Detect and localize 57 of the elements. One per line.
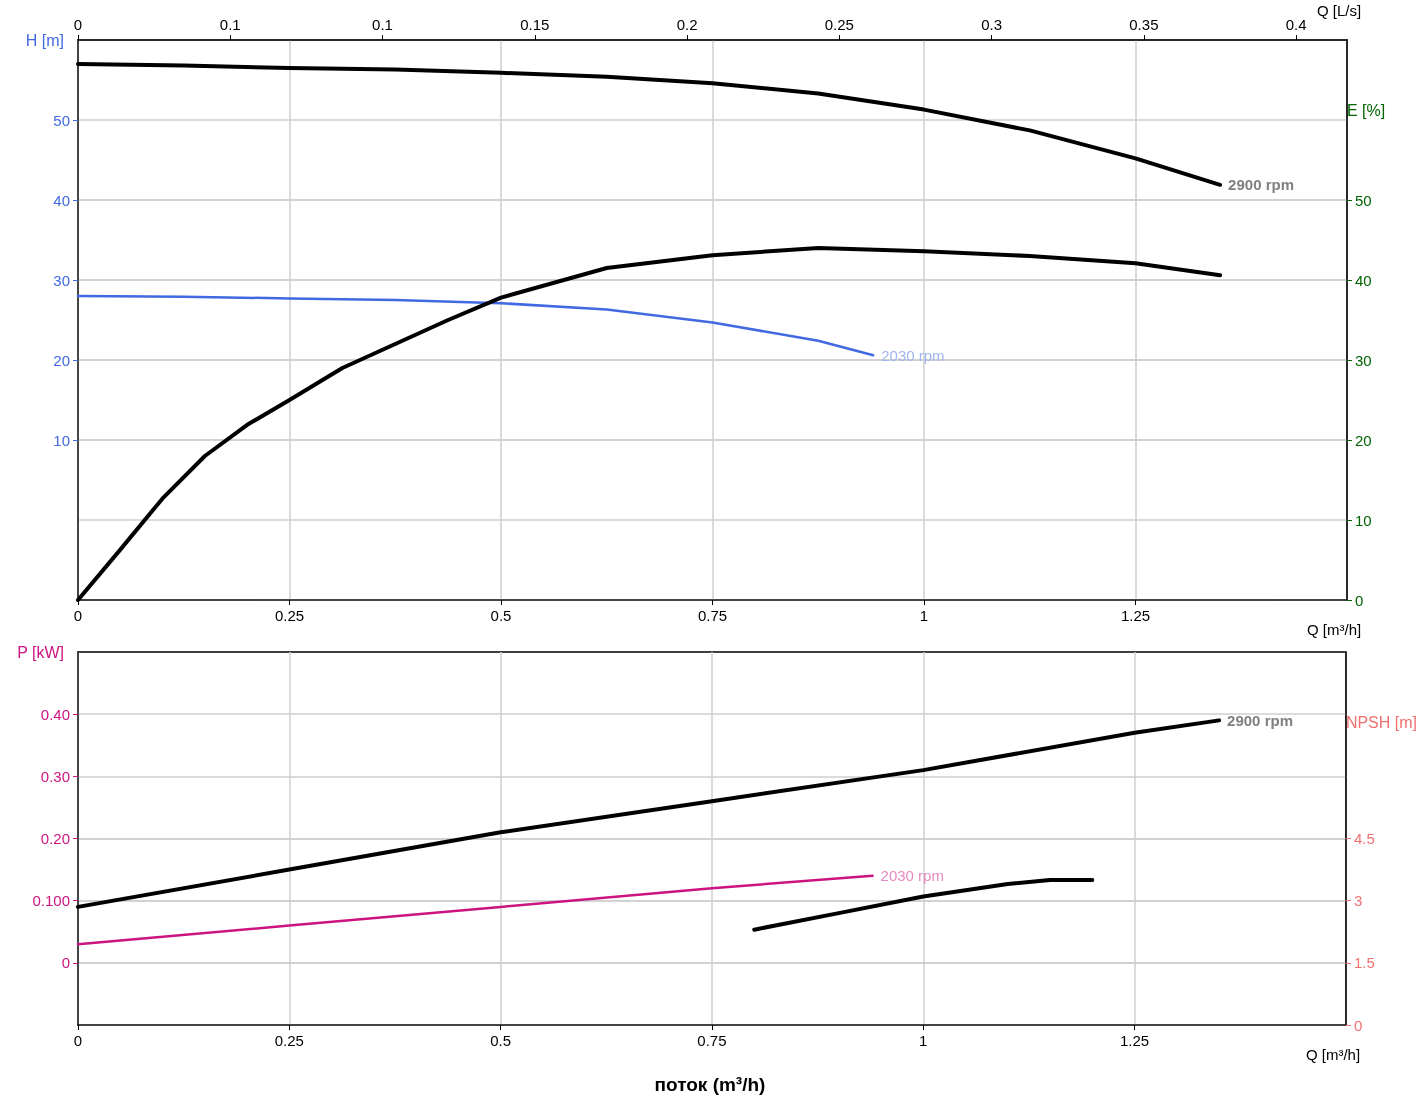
- line-series: [76, 718, 1222, 909]
- line-series: [76, 874, 874, 946]
- x2-tick-label: 0.25: [824, 16, 854, 33]
- x-tick-label: 0.25: [274, 607, 305, 624]
- y-tick-label: 50: [53, 111, 70, 129]
- y2-tick-label: 30: [1355, 351, 1372, 369]
- y-tick-label: 30: [53, 271, 70, 289]
- x-tick-label: 1: [919, 1032, 928, 1049]
- y2-tick-label: 3: [1353, 892, 1363, 910]
- y-tick-label: 20: [53, 351, 70, 369]
- x2-tick-label: 0.2: [676, 16, 698, 33]
- series-label: 2900 rpm: [1227, 711, 1293, 729]
- y2-axis-title: E [%]: [1347, 101, 1386, 119]
- x2-tick-label: 0: [73, 16, 83, 33]
- y2-tick-label: 40: [1355, 271, 1372, 289]
- x-axis-title: Q [m³/h]: [1305, 1046, 1361, 1063]
- y-tick-label: 0.30: [40, 767, 70, 785]
- y-tick-label: 0.20: [40, 830, 70, 847]
- y-tick-label: 0: [61, 954, 70, 972]
- y2-tick-label: 4.5: [1353, 830, 1375, 847]
- x-tick-label: 0.5: [490, 607, 512, 624]
- x-tick-label: 0.75: [697, 607, 728, 624]
- x-tick-label: 0: [73, 607, 83, 624]
- x-tick-label: 1.25: [1119, 1032, 1150, 1049]
- series-label: 2900 rpm: [1228, 176, 1294, 194]
- y2-tick-label: 10: [1355, 511, 1372, 529]
- y2-axis-title: NPSH [m]: [1345, 713, 1418, 731]
- x-tick-label: 0.5: [490, 1032, 512, 1049]
- y-axis-title: P [kW]: [17, 643, 64, 661]
- x2-tick-label: 0.1: [372, 16, 393, 33]
- x2-tick-label: 0.35: [1129, 16, 1159, 33]
- x2-tick-label: 0.4: [1285, 16, 1307, 33]
- y-tick-label: 10: [53, 431, 70, 449]
- series-label: 2030 rpm: [880, 867, 944, 885]
- y-axis-title: H [m]: [25, 31, 64, 49]
- y2-tick-label: 0: [1355, 591, 1364, 609]
- x-axis-title: Q [m³/h]: [1307, 621, 1362, 638]
- y-tick-label: 0.100: [32, 892, 70, 910]
- x2-tick-label: 0.3: [981, 16, 1003, 33]
- x-tick-label: 0: [73, 1032, 83, 1049]
- series-label: 2030 rpm: [881, 346, 945, 364]
- y2-tick-label: 1.5: [1353, 954, 1375, 972]
- y-tick-label: 0.40: [40, 705, 70, 723]
- line-series: [76, 62, 1223, 187]
- y2-tick-label: 50: [1355, 191, 1372, 209]
- y-tick-label: 40: [53, 191, 70, 209]
- y2-tick-label: 0: [1353, 1016, 1363, 1034]
- x-tick-label: 0.75: [697, 1032, 727, 1049]
- x-tick-label: 1: [919, 607, 929, 624]
- x-tick-label: 0.25: [274, 1032, 304, 1049]
- x2-tick-label: 0.1: [219, 16, 241, 33]
- y2-tick-label: 20: [1355, 431, 1372, 449]
- line-series: [76, 294, 875, 357]
- text: поток (m³/h): [654, 1074, 766, 1095]
- x2-tick-label: 0.15: [520, 16, 550, 33]
- x2-axis-title: Q [L/s]: [1317, 2, 1362, 19]
- x-tick-label: 1.25: [1120, 607, 1151, 624]
